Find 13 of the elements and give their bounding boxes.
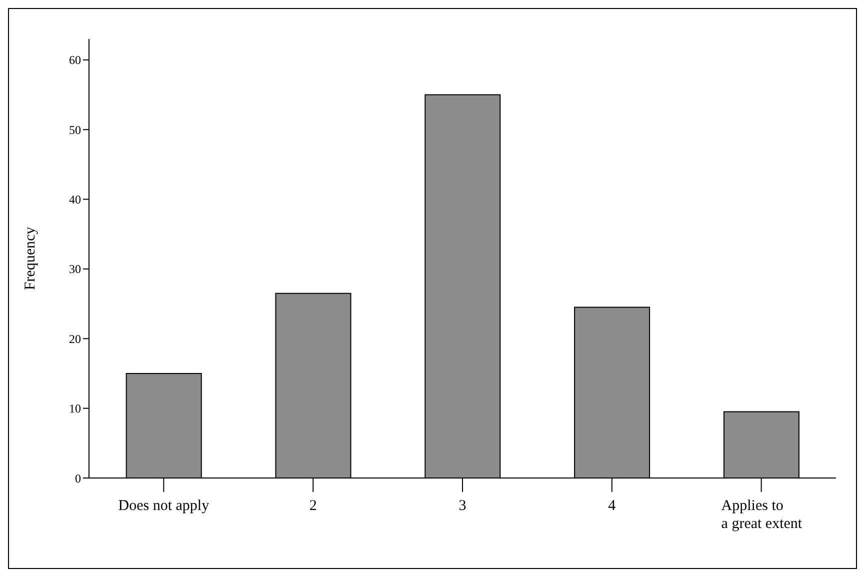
y-tick-label: 30 (69, 262, 81, 276)
x-tick-label: Applies to a great extent (721, 498, 803, 532)
y-tick-label: 50 (69, 122, 81, 137)
x-tick-label: 4 (608, 498, 616, 514)
y-tick-label: 60 (69, 53, 81, 68)
x-tick-label: 2 (309, 498, 317, 514)
y-tick-label: 40 (69, 192, 81, 207)
y-tick-label: 20 (69, 332, 81, 346)
y-axis-title: Frequency (22, 226, 38, 290)
x-tick-label: Does not apply (118, 498, 210, 514)
y-tick-label: 0 (75, 471, 81, 486)
y-tick-label: 10 (69, 402, 81, 416)
x-tick-label: 3 (458, 498, 466, 514)
